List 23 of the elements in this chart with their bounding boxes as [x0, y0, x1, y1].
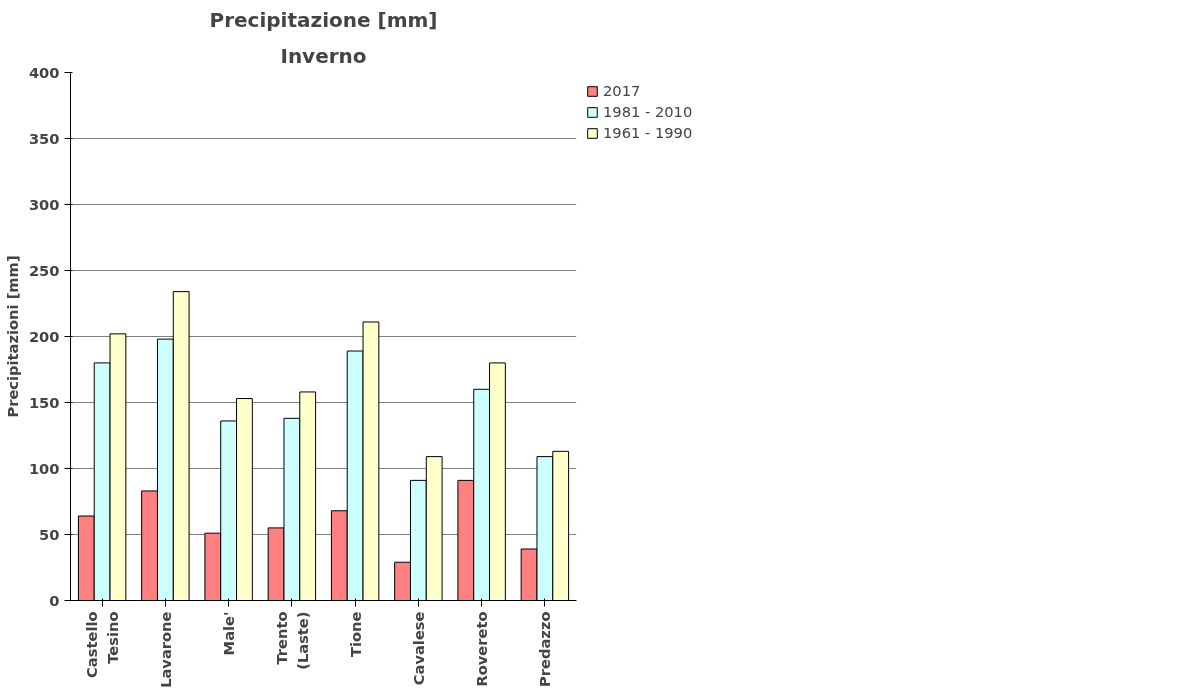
- y-tick-label: 50: [39, 525, 60, 543]
- y-tick-label: 250: [28, 261, 60, 279]
- legend-label: 1981 - 2010: [603, 103, 693, 120]
- y-tick-label: 150: [28, 393, 60, 411]
- x-tick-label: Cavalese: [409, 611, 427, 686]
- y-axis-title: Precipitazioni [mm]: [3, 255, 21, 418]
- x-tick-label: Predazzo: [536, 611, 554, 687]
- y-tick-label: 400: [28, 63, 60, 81]
- y-tick-label: 0: [49, 591, 60, 609]
- x-tick-label: Male': [220, 611, 238, 656]
- y-tick-label: 100: [28, 459, 60, 477]
- legend-label: 2017: [603, 82, 641, 99]
- y-tick-label: 300: [28, 195, 60, 213]
- chart-title: Precipitazione [mm]: [209, 7, 438, 32]
- legend-label: 1961 - 1990: [603, 124, 693, 141]
- chart-subtitle: Inverno: [280, 43, 367, 68]
- x-tick-label: Castello Tesino: [83, 611, 121, 678]
- x-tick-label: Rovereto: [473, 611, 491, 687]
- x-tick-label: Trento (Laste): [273, 611, 311, 670]
- y-tick-label: 200: [28, 327, 60, 345]
- y-tick-label: 350: [28, 129, 60, 147]
- x-tick-label: Tione: [346, 611, 364, 657]
- x-tick-label: Lavarone: [156, 611, 174, 688]
